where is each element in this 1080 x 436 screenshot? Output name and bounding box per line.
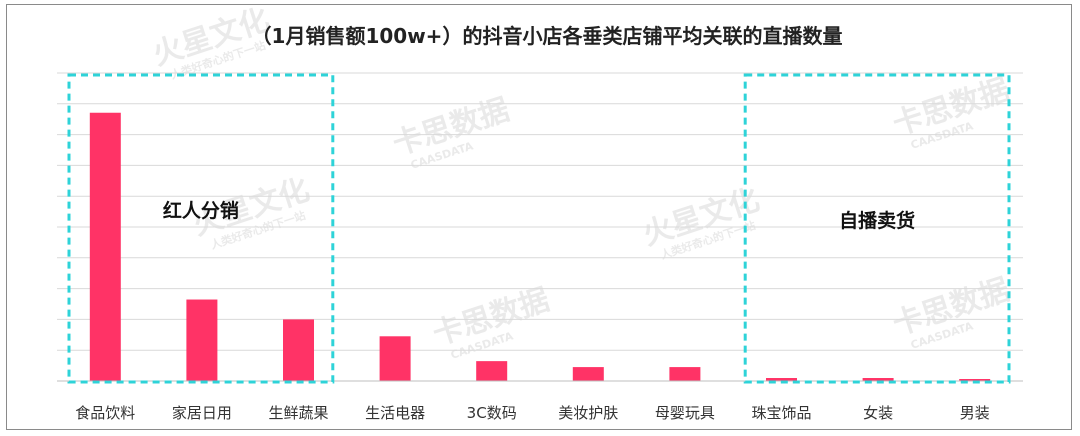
x-tick-label: 3C数码: [467, 404, 517, 422]
bar-3: [283, 319, 314, 381]
watermark-layer: 火星文化人类好奇心的下一站火星文化人类好奇心的下一站卡思数据CAASDATA卡思…: [149, 5, 1014, 362]
x-tick-label: 生鲜蔬果: [268, 404, 328, 422]
x-tick-label: 女装: [863, 404, 893, 422]
annotation-label: 自播卖货: [839, 209, 915, 232]
annotation-label: 红人分销: [163, 199, 239, 222]
gridlines: [57, 72, 1023, 351]
bar-9: [862, 378, 894, 381]
annotation-box: [67, 73, 335, 384]
x-tick-label: 家居日用: [172, 404, 232, 422]
x-tick-label: 食品饮料: [75, 404, 135, 422]
bar-chart: 火星文化人类好奇心的下一站火星文化人类好奇心的下一站卡思数据CAASDATA卡思…: [57, 5, 1023, 422]
bars: [89, 112, 991, 381]
bar-4: [379, 336, 411, 381]
bar-1: [89, 112, 121, 381]
x-tick-label: 珠宝饰品: [751, 404, 811, 422]
bar-8: [766, 378, 797, 381]
x-tick-label: 美妆护肤: [558, 404, 618, 422]
bar-7: [669, 367, 701, 381]
chart-frame: 火星文化 人类好奇心的下一站 火星文化 人类好奇心的下一站 卡思数据 CAASDATA 卡思…: [6, 4, 1072, 430]
bar-10: [959, 379, 991, 381]
bar-6: [572, 367, 604, 381]
annotation-box: [743, 73, 1011, 384]
x-tick-label: 母婴玩具: [655, 404, 715, 422]
x-tick-labels: 食品饮料 家居日用 生鲜蔬果 生活电器 3C数码 美妆护肤 母婴玩具 珠宝饰品 女装 男装: [75, 404, 989, 422]
x-tick-label: 男装: [960, 404, 990, 422]
chart-title: （1月销售额100w+）的抖音小店各垂类店铺平均关联的直播数量: [252, 24, 843, 48]
x-tick-label: 生活电器: [365, 404, 425, 422]
group-annotations: 红人分销 自播卖货: [67, 73, 1011, 384]
bar-2: [186, 299, 218, 381]
bar-5: [476, 361, 508, 381]
